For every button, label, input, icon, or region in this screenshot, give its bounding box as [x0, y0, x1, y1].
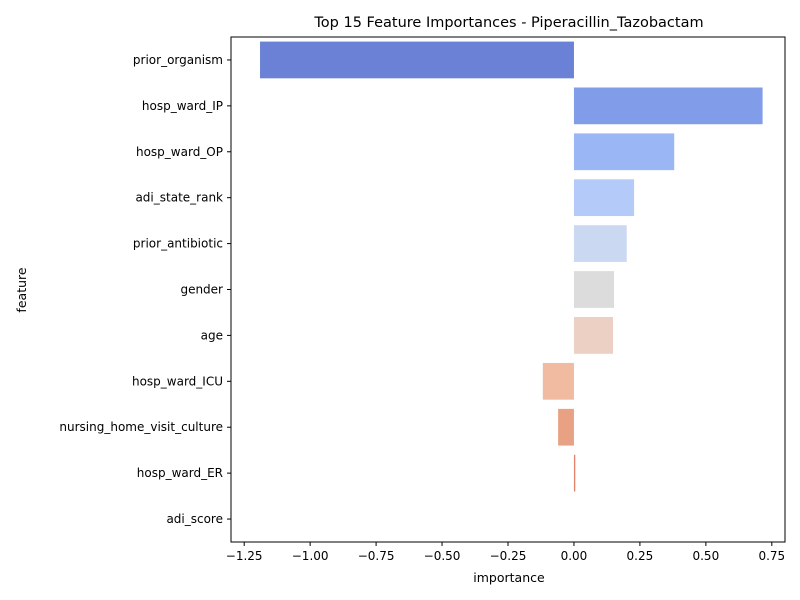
y-axis-ticks: prior_organism hosp_ward_IP hosp_ward_OPad… — [59, 53, 231, 526]
x-tick-label: 0.75 — [758, 549, 785, 563]
bar-hosp_ward_OP — [573, 133, 675, 171]
x-tick-label: −1.00 — [292, 549, 329, 563]
bar-prior_organism — [260, 41, 574, 79]
y-tick-label: hosp_ward_IP — [142, 99, 223, 113]
bar-age — [573, 317, 613, 354]
plot-frame — [230, 36, 786, 543]
x-tick-label: −0.50 — [424, 549, 461, 563]
bar-series — [260, 41, 763, 492]
x-tick-label: −1.25 — [226, 549, 263, 563]
y-axis-label: feature — [14, 267, 29, 312]
bar-hosp_ward_ICU — [542, 362, 574, 400]
bar-nursing_home_visit_culture — [558, 408, 574, 446]
y-tick-label: nursing_home_visit_culture — [59, 420, 223, 434]
x-tick-label: 0.50 — [692, 549, 719, 563]
bar-prior_antibiotic — [573, 225, 627, 262]
y-tick-label: prior_organism — [133, 53, 223, 67]
x-axis-ticks: −1.25 −1.00 −0.75 −0.50 −0.25 0.00 0.25 0.50 0.7… — [226, 542, 785, 563]
bar-adi_state_rank — [573, 179, 635, 217]
x-axis-label: importance — [473, 570, 545, 585]
y-tick-label: age — [201, 328, 223, 342]
y-tick-label: hosp_ward_ICU — [132, 374, 223, 388]
x-tick-label: 0.25 — [627, 549, 654, 563]
bar-gender — [573, 271, 615, 308]
x-tick-label: −0.25 — [490, 549, 527, 563]
y-tick-label: gender — [180, 283, 223, 297]
y-tick-label: hosp_ward_OP — [136, 145, 223, 159]
y-tick-label: adi_score — [166, 512, 223, 526]
x-tick-label: 0.00 — [561, 549, 588, 563]
bar-hosp_ward_ER — [573, 454, 576, 492]
chart-title: Top 15 Feature Importances - Piperacilli… — [313, 15, 703, 31]
y-tick-label: prior_antibiotic — [133, 237, 223, 251]
bar-hosp_ward_IP — [573, 87, 763, 125]
x-tick-label: −0.75 — [358, 549, 395, 563]
y-tick-label: hosp_ward_ER — [137, 466, 223, 480]
y-tick-label: adi_state_rank — [135, 191, 223, 205]
